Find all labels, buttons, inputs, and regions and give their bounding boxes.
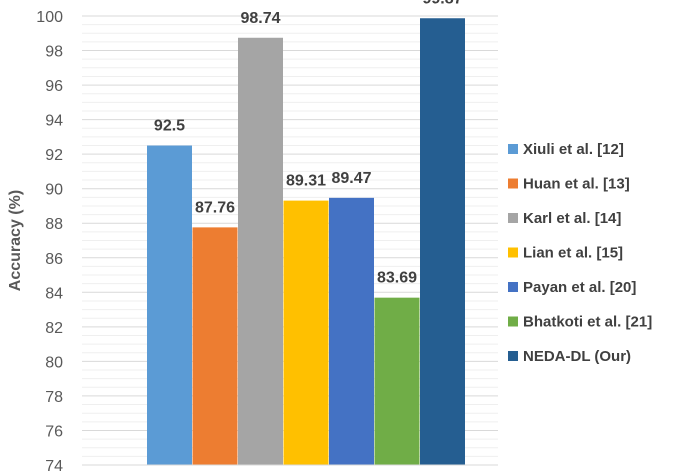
legend-swatch	[508, 282, 518, 292]
legend-swatch	[508, 213, 518, 223]
y-tick-label: 84	[45, 285, 63, 302]
legend-entry: Lian et al. [15]	[523, 245, 623, 262]
y-axis-title: Accuracy (%)	[7, 190, 24, 291]
y-axis-ticks: 74 76 78 80 82 84 86 88 90 92 94 96 98 100	[36, 9, 63, 473]
legend-entry: Xiuli et al. [12]	[523, 141, 624, 158]
bar-data-label: 92.5	[154, 118, 185, 135]
legend-swatch	[508, 144, 518, 154]
y-tick-label: 90	[45, 182, 63, 199]
legend-entry: Huan et al. [13]	[523, 176, 630, 193]
legend-entry: Karl et al. [14]	[523, 210, 621, 227]
bar	[329, 197, 374, 465]
y-tick-label: 92	[45, 147, 63, 164]
y-tick-label: 86	[45, 251, 63, 268]
bar	[147, 145, 192, 465]
bar-data-label: 87.76	[195, 199, 235, 216]
legend-swatch	[508, 316, 518, 327]
y-tick-label: 96	[45, 78, 63, 95]
bar	[420, 18, 465, 466]
bars	[147, 18, 465, 466]
bar-data-label: 89.31	[286, 173, 326, 190]
bar-data-label: 89.47	[331, 170, 371, 187]
legend-entry: Bhatkoti et al. [21]	[523, 314, 652, 331]
y-tick-label: 100	[36, 9, 63, 26]
legend-entry: NEDA-DL (Our)	[523, 348, 631, 365]
bar	[238, 37, 283, 466]
y-tick-label: 88	[45, 216, 63, 233]
legend-entry: Payan et al. [20]	[523, 279, 636, 296]
data-labels: 92.5 87.76 98.74 89.31 89.47 83.69 99.87	[154, 0, 463, 287]
y-tick-label: 82	[45, 320, 63, 337]
legend-swatch	[508, 247, 518, 258]
y-tick-label: 98	[45, 44, 63, 61]
y-tick-label: 94	[45, 113, 63, 130]
legend: Xiuli et al. [12] Huan et al. [13] Karl et…	[508, 141, 652, 365]
bar-data-label: 83.69	[377, 270, 417, 287]
y-tick-label: 74	[45, 458, 63, 473]
bar-data-label: 99.87	[422, 0, 462, 7]
bar	[283, 200, 329, 465]
legend-swatch	[508, 178, 518, 189]
bar	[374, 297, 420, 465]
y-tick-label: 76	[45, 423, 63, 440]
bar	[192, 227, 238, 465]
y-tick-label: 80	[45, 354, 63, 371]
bar-data-label: 98.74	[240, 10, 280, 27]
y-tick-label: 78	[45, 389, 63, 406]
legend-swatch	[508, 351, 518, 361]
